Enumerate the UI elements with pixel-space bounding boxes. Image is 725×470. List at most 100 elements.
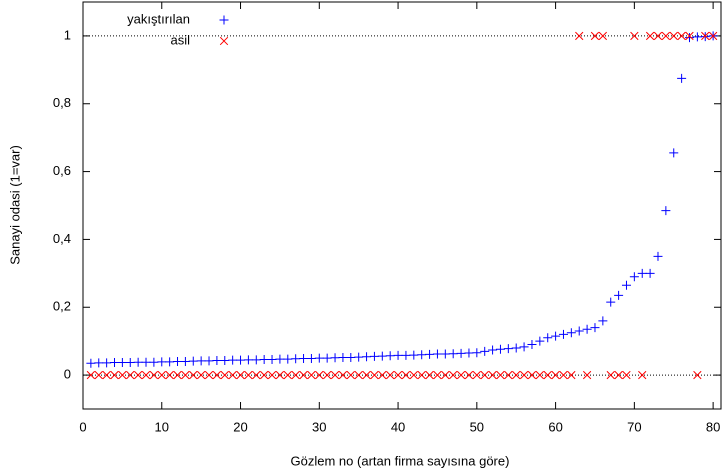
point [566,328,576,338]
point [369,351,379,361]
point [661,206,671,216]
point [243,355,253,365]
x-tick-label: 70 [627,419,641,434]
point [338,370,348,380]
point [362,370,371,380]
legend-label: yakıştırılan [127,11,190,26]
point [432,349,442,359]
point [598,31,608,41]
point [433,370,442,380]
point [441,370,450,380]
x-tick-label: 20 [233,419,247,434]
point [283,370,292,380]
y-tick-label: 0,8 [53,95,71,110]
point [362,352,372,362]
point [464,348,474,358]
point [669,31,678,41]
point [102,358,112,368]
point [558,329,568,339]
point [598,316,608,326]
point [503,344,513,354]
point [708,31,718,41]
point [653,251,663,261]
point [173,370,182,380]
point [496,370,505,380]
point [448,349,458,359]
point [386,370,395,380]
point [614,370,623,380]
point [559,370,568,380]
y-axis-label: Sanayi odasi (1=var) [7,145,22,265]
y-tick-label: 1 [64,27,71,42]
point [370,370,379,380]
point [315,370,324,380]
point [204,370,214,380]
point [693,370,702,380]
point [409,350,419,360]
point [567,370,576,380]
point [519,342,529,352]
point [252,370,261,380]
point [244,370,253,380]
point [606,297,616,307]
point [141,357,151,367]
point [417,370,426,380]
point [188,356,198,366]
point [346,370,355,380]
point [86,370,96,380]
point [480,346,490,356]
point [110,370,119,380]
point [94,370,103,380]
x-tick-label: 30 [312,419,326,434]
x-tick-label: 40 [391,419,405,434]
point [401,350,411,360]
point [275,354,285,364]
point [125,358,135,368]
point [519,370,529,380]
point [456,370,466,380]
x-tick-label: 10 [155,419,169,434]
point [653,31,663,41]
point [630,31,639,41]
point [590,323,600,333]
point [551,370,560,380]
point [204,356,214,366]
point [323,370,332,380]
point [118,370,127,380]
point [157,370,166,380]
point [425,370,434,380]
point [582,324,592,334]
point [669,148,679,158]
point [393,370,403,380]
point [236,370,245,380]
point [212,370,222,380]
point [102,370,111,380]
point [511,343,521,353]
point [629,272,639,282]
point [322,353,332,363]
point [133,357,143,367]
x-axis-label: Gözlem no (artan firma sayısına göre) [291,453,510,468]
point [684,33,694,43]
point [346,352,356,362]
point [196,356,206,366]
point [590,31,600,41]
point [212,355,222,365]
point [645,268,655,278]
point [677,31,686,41]
point [133,370,143,380]
point [330,370,340,380]
point [401,370,411,380]
point [165,357,175,367]
legend-marker [219,15,229,25]
point [149,370,159,380]
y-tick-label: 0,6 [53,163,71,178]
point [259,354,269,364]
point [488,345,498,355]
point [173,357,183,367]
legend-marker [219,36,229,46]
point [480,370,489,380]
point [645,31,655,41]
point [488,370,497,380]
